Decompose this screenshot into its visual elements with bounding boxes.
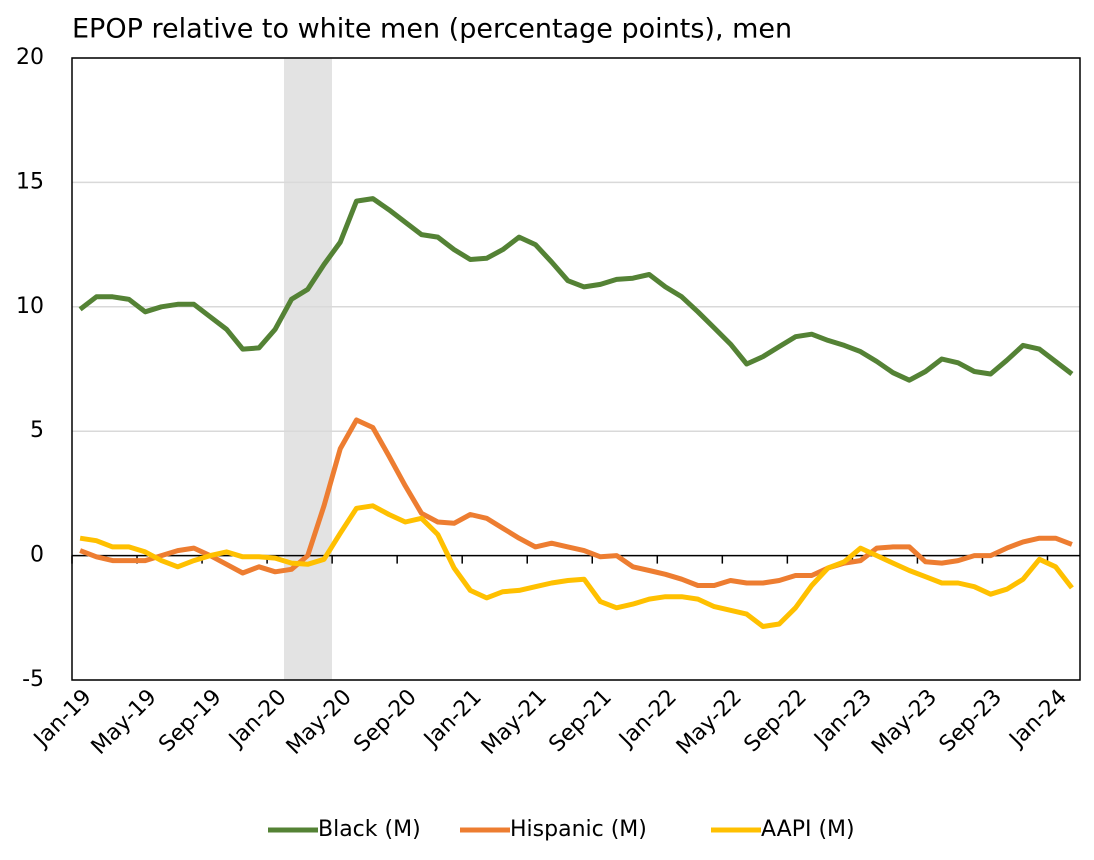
y-tick-label: 15 <box>16 169 44 194</box>
chart-title: EPOP relative to white men (percentage p… <box>72 14 792 45</box>
y-tick-label: 10 <box>16 294 44 319</box>
y-tick-label: -5 <box>22 667 44 692</box>
recession-shade <box>284 58 332 680</box>
legend-label: AAPI (M) <box>761 817 855 842</box>
series-line <box>78 196 1074 383</box>
y-tick-label: 5 <box>30 418 44 443</box>
plot-frame <box>71 57 1081 681</box>
legend-label: Black (M) <box>318 817 421 842</box>
series-line <box>79 417 1073 588</box>
y-tick-label: 20 <box>16 45 44 70</box>
legend-label: Hispanic (M) <box>510 817 647 842</box>
series-line <box>79 503 1074 629</box>
y-tick-label: 0 <box>30 543 44 568</box>
